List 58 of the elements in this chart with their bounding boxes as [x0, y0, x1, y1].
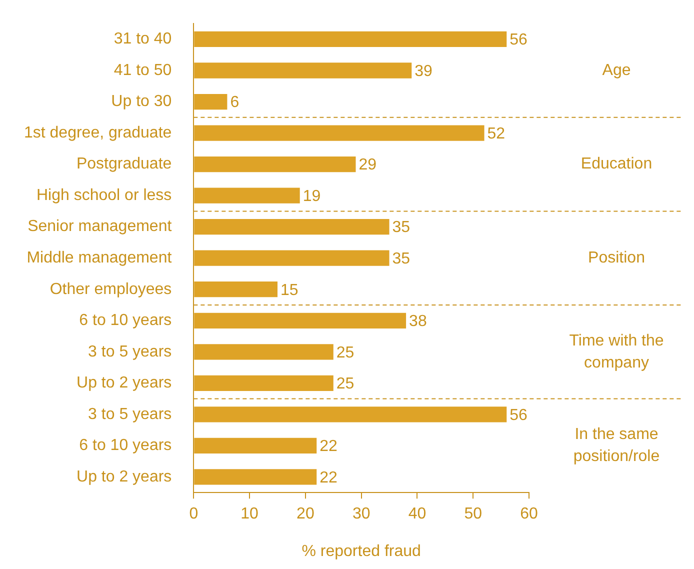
x-tick-label: 60 — [520, 506, 538, 523]
bar — [194, 188, 300, 204]
text: Position — [588, 250, 645, 267]
data-label: 38 — [409, 313, 427, 330]
y-tick-label: Postgraduate — [76, 156, 172, 173]
data-label: 56 — [510, 406, 528, 424]
data-label: 22 — [320, 469, 338, 486]
y-tick-label: 41 to 50 — [114, 62, 172, 79]
y-tick-label: Other employees — [50, 280, 172, 298]
y-tick-label: High school or less — [36, 186, 172, 204]
bar — [194, 406, 507, 422]
data-label: 39 — [414, 62, 433, 80]
x-tick-label: 0 — [189, 506, 198, 523]
bar — [194, 62, 412, 78]
y-tick-label: Middle management — [26, 250, 172, 267]
y-tick-label: Up to 30 — [111, 93, 172, 110]
bar — [194, 438, 317, 454]
bar — [194, 250, 390, 266]
y-tick-label: 1st degree, graduate — [24, 124, 172, 142]
y-tick-label: 3 to 5 years — [88, 406, 172, 423]
data-label: 19 — [302, 188, 321, 205]
data-label: 25 — [336, 344, 354, 362]
bar — [194, 375, 334, 391]
bar — [194, 125, 484, 141]
data-label: 56 — [510, 32, 528, 49]
text: Age — [602, 62, 631, 79]
text: Education — [580, 156, 652, 173]
data-label: 52 — [487, 125, 506, 142]
y-tick-label: 3 to 5 years — [88, 343, 172, 360]
x-tick-label: 10 — [240, 506, 259, 523]
y-tick-label: 6 to 10 years — [79, 312, 172, 330]
text: In the same position/role — [573, 426, 660, 466]
x-tick-label: 50 — [464, 506, 482, 523]
y-tick-label: 31 to 40 — [114, 30, 172, 48]
bar — [194, 94, 228, 110]
data-label: 25 — [336, 376, 354, 393]
y-tick-label: 6 to 10 years — [79, 437, 172, 454]
data-label: 35 — [392, 219, 410, 236]
y-tick-label: Up to 2 years — [76, 468, 172, 486]
bar — [194, 219, 390, 235]
data-label: 15 — [280, 282, 298, 299]
x-tick-label: 30 — [352, 506, 370, 523]
x-tick-label: 20 — [296, 506, 314, 523]
data-label: 6 — [230, 94, 240, 112]
bar — [194, 31, 507, 48]
data-label: 22 — [320, 438, 338, 456]
x-axis-title: % reported fraud — [302, 542, 421, 560]
y-tick-label: Senior management — [28, 218, 172, 236]
y-tick-label: Up to 2 years — [76, 374, 172, 392]
bar — [194, 469, 317, 485]
data-label: 35 — [392, 250, 410, 268]
bar — [194, 344, 334, 360]
bar — [194, 156, 356, 172]
bar — [194, 282, 278, 298]
data-label: 29 — [358, 156, 377, 174]
x-tick-label: 40 — [408, 506, 426, 523]
bar — [194, 312, 406, 328]
text: Time with the company — [569, 332, 664, 372]
